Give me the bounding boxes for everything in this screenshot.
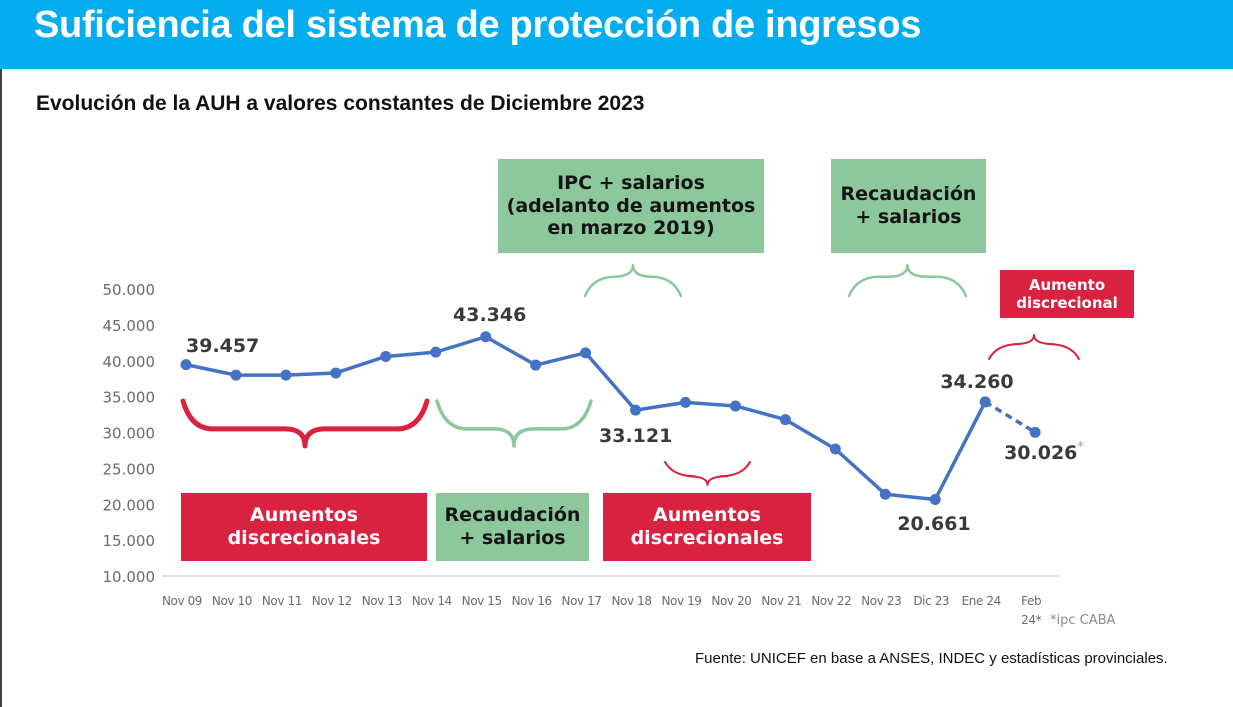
annotation-box-aumentos-discrecionales-2: Aumentos discrecionales (603, 493, 811, 561)
data-point (480, 331, 492, 343)
annotation-line: Recaudación (840, 183, 977, 206)
data-point (630, 404, 642, 416)
data-point (779, 414, 791, 426)
y-tick-label: 40.000 (103, 353, 156, 371)
x-tick-label: Dic 23 (913, 594, 949, 608)
data-label: 34.260 (940, 371, 1013, 393)
brace-aumento-discrecional (988, 334, 1080, 360)
data-point (530, 359, 542, 371)
data-point (979, 396, 991, 408)
x-tick-label: Nov 09 (162, 594, 202, 608)
data-point (879, 488, 891, 500)
y-tick-label: 20.000 (103, 496, 156, 514)
x-tick-label: Nov 21 (761, 594, 801, 608)
source-note: Fuente: UNICEF en base a ANSES, INDEC y … (695, 650, 1168, 667)
data-label-asterisk: * (1077, 440, 1084, 455)
brace-aumentos-1 (180, 398, 430, 449)
annotation-line: Aumentos (653, 504, 761, 527)
y-tick-label: 10.000 (103, 568, 156, 586)
x-tick-label: Nov 23 (861, 594, 901, 608)
data-point (829, 443, 841, 455)
annotation-line: + salarios (459, 527, 566, 549)
annotation-line: IPC + salarios (557, 171, 705, 194)
x-tick-label: Ene 24 (962, 594, 1001, 608)
data-label: 33.121 (599, 425, 672, 447)
y-tick-label: 30.000 (103, 425, 156, 443)
annotation-line: Recaudación (444, 504, 581, 527)
data-point (180, 359, 192, 371)
x-tick-label: Nov 19 (661, 594, 701, 608)
annotation-text: Aumentos discrecionales (631, 504, 784, 550)
data-point (280, 369, 292, 381)
annotation-text: Recaudación + salarios (841, 183, 977, 229)
x-tick-label: Nov 12 (312, 594, 352, 608)
x-tick-label: Nov 11 (262, 594, 302, 608)
data-point (330, 367, 342, 379)
data-point (230, 369, 242, 381)
annotation-text: Recaudación + salarios (445, 504, 581, 550)
brace-ipc-salarios (583, 263, 683, 298)
data-label: 20.661 (897, 513, 970, 535)
series-line-solid (185, 334, 987, 502)
x-tick-label: Nov 15 (462, 594, 502, 608)
data-point (729, 400, 741, 412)
data-point (680, 396, 691, 408)
annotation-box-ipc-salarios: IPC + salarios (adelanto de aumentos en ma… (498, 159, 764, 253)
data-point (1029, 426, 1041, 438)
x-tick-label: Nov 17 (562, 594, 602, 608)
annotation-text: Aumentos discrecionales (228, 504, 381, 550)
annotation-line: + salarios (855, 206, 962, 228)
series-line-dashed (984, 400, 1037, 434)
annotation-line: Aumentos (250, 504, 358, 527)
brace-recaudacion-2 (847, 263, 968, 298)
data-point (580, 347, 592, 359)
x-tick-label: Nov 18 (611, 594, 651, 608)
footnote-ipc-caba: *ipc CABA (1050, 613, 1116, 628)
y-tick-label: 45.000 (103, 317, 156, 335)
x-tick-label-line: 24* (1021, 613, 1041, 627)
data-label: 30.026* (1004, 440, 1084, 464)
x-tick-label: Nov 22 (811, 594, 851, 608)
annotation-box-recaudacion-salarios-2: Recaudación + salarios (831, 159, 986, 253)
data-point (380, 350, 392, 362)
annotation-line: discrecionales (227, 527, 381, 549)
annotation-text: Aumento discrecional (1016, 276, 1118, 312)
page-title: Suficiencia del sistema de protección de… (34, 4, 922, 46)
data-label: 39.457 (186, 335, 259, 357)
x-tick-label: Nov 10 (212, 594, 252, 608)
annotation-line: (adelanto de aumentos (506, 194, 756, 217)
annotation-box-recaudacion-salarios-1: Recaudación + salarios (436, 493, 589, 561)
y-tick-label: 50.000 (103, 281, 156, 299)
annotation-line: discrecional (1016, 294, 1118, 312)
brace-aumentos-2 (664, 461, 751, 486)
annotation-box-aumento-discrecional: Aumento discrecional (1000, 270, 1134, 318)
header-bar: Suficiencia del sistema de protección de… (0, 0, 1233, 69)
y-tick-label: 25.000 (103, 460, 156, 478)
annotation-line: discrecionales (630, 527, 784, 549)
x-tick-label: Nov 16 (512, 594, 552, 608)
data-point (929, 494, 941, 506)
y-tick-label: 35.000 (103, 389, 156, 407)
data-label: 43.346 (453, 304, 526, 326)
chart-title: Evolución de la AUH a valores constantes… (36, 92, 645, 115)
brace-recaudacion-1 (435, 399, 593, 448)
x-tick-label-line: Feb (1021, 594, 1041, 608)
x-tick-label: Feb 24* (1021, 594, 1041, 627)
annotation-box-aumentos-discrecionales-1: Aumentos discrecionales (181, 493, 427, 561)
y-tick-label: 15.000 (103, 532, 156, 550)
annotation-line: en marzo 2019) (547, 217, 715, 240)
data-point (430, 346, 442, 358)
annotation-text: IPC + salarios (adelanto de aumentos en ma… (507, 172, 756, 240)
x-tick-label: Nov 20 (711, 594, 751, 608)
annotation-line: Aumento (1028, 276, 1106, 294)
x-tick-label: Nov 14 (412, 594, 452, 608)
x-tick-label: Nov 13 (362, 594, 402, 608)
left-border (0, 0, 2, 707)
